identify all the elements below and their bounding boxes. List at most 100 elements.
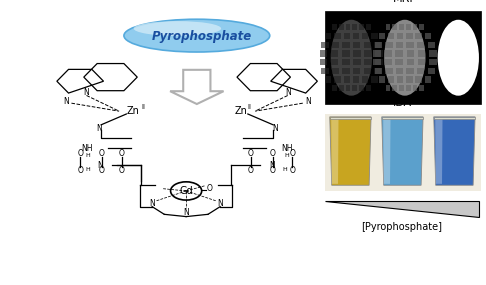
- Text: O: O: [119, 166, 124, 175]
- Bar: [425, 76, 431, 83]
- Text: [Pyrophosphate]: [Pyrophosphate]: [361, 222, 442, 232]
- Bar: [366, 24, 370, 30]
- Text: N: N: [183, 208, 189, 217]
- Bar: [406, 85, 411, 91]
- Bar: [364, 59, 372, 65]
- Bar: [407, 59, 414, 65]
- Text: N: N: [305, 97, 311, 106]
- Bar: [413, 24, 417, 30]
- Bar: [371, 76, 378, 83]
- Text: O: O: [289, 149, 295, 158]
- Polygon shape: [434, 117, 475, 185]
- Bar: [320, 59, 327, 65]
- Bar: [373, 50, 381, 56]
- Bar: [382, 117, 423, 119]
- Bar: [364, 50, 372, 56]
- Bar: [396, 68, 403, 74]
- Bar: [419, 85, 424, 91]
- Ellipse shape: [331, 20, 372, 96]
- Bar: [344, 76, 350, 83]
- Bar: [342, 50, 349, 56]
- Polygon shape: [325, 201, 479, 217]
- Text: N: N: [269, 161, 275, 170]
- Bar: [374, 42, 382, 48]
- Bar: [376, 59, 383, 65]
- Bar: [353, 33, 359, 39]
- Bar: [332, 42, 339, 48]
- Bar: [321, 42, 329, 48]
- Bar: [331, 59, 338, 65]
- Bar: [417, 68, 424, 74]
- Bar: [388, 76, 394, 83]
- Bar: [417, 42, 424, 48]
- Bar: [406, 42, 414, 48]
- Bar: [379, 76, 385, 83]
- Bar: [362, 33, 368, 39]
- Bar: [346, 24, 350, 30]
- Bar: [373, 59, 381, 65]
- Bar: [352, 24, 357, 30]
- Bar: [379, 33, 385, 39]
- Bar: [399, 85, 404, 91]
- Text: O: O: [77, 166, 83, 175]
- Text: O: O: [99, 149, 105, 158]
- Text: Zn: Zn: [126, 106, 139, 116]
- Text: O: O: [77, 149, 83, 158]
- Bar: [352, 85, 357, 91]
- Polygon shape: [170, 70, 224, 104]
- Bar: [364, 42, 371, 48]
- Polygon shape: [331, 118, 339, 184]
- Bar: [428, 42, 435, 48]
- Bar: [376, 50, 383, 56]
- Text: N: N: [217, 199, 223, 208]
- Bar: [429, 50, 436, 56]
- Bar: [375, 42, 382, 48]
- Text: H: H: [282, 167, 287, 172]
- Bar: [346, 85, 350, 91]
- Bar: [334, 33, 341, 39]
- Text: Gd: Gd: [179, 186, 193, 196]
- Bar: [353, 50, 361, 56]
- Bar: [331, 50, 338, 56]
- Text: N: N: [285, 88, 291, 97]
- Bar: [371, 33, 378, 39]
- Polygon shape: [383, 118, 391, 184]
- Bar: [399, 24, 404, 30]
- Bar: [384, 50, 392, 56]
- Bar: [344, 33, 350, 39]
- Bar: [386, 85, 390, 91]
- Text: O: O: [119, 149, 124, 158]
- Text: IDA: IDA: [393, 98, 413, 108]
- Text: N: N: [97, 161, 103, 170]
- Bar: [325, 114, 481, 191]
- Bar: [416, 33, 422, 39]
- Polygon shape: [435, 118, 443, 184]
- Bar: [385, 68, 393, 74]
- Bar: [388, 33, 394, 39]
- Text: N: N: [149, 199, 155, 208]
- Bar: [321, 68, 329, 74]
- Text: MRI: MRI: [393, 0, 413, 4]
- Bar: [425, 33, 431, 39]
- Bar: [343, 68, 350, 74]
- Bar: [366, 85, 370, 91]
- Bar: [362, 76, 368, 83]
- Bar: [416, 76, 422, 83]
- Bar: [353, 68, 360, 74]
- Text: N: N: [96, 124, 102, 133]
- Bar: [330, 117, 371, 119]
- Bar: [429, 59, 436, 65]
- Text: O: O: [289, 166, 295, 175]
- Text: O: O: [99, 166, 105, 175]
- Bar: [396, 42, 403, 48]
- Bar: [320, 50, 327, 56]
- Text: O: O: [248, 166, 254, 175]
- Text: O: O: [207, 184, 212, 193]
- Bar: [407, 50, 414, 56]
- Bar: [353, 42, 360, 48]
- Bar: [406, 68, 414, 74]
- Text: H: H: [284, 153, 289, 158]
- Bar: [392, 85, 397, 91]
- Text: N: N: [273, 124, 278, 133]
- Bar: [332, 24, 337, 30]
